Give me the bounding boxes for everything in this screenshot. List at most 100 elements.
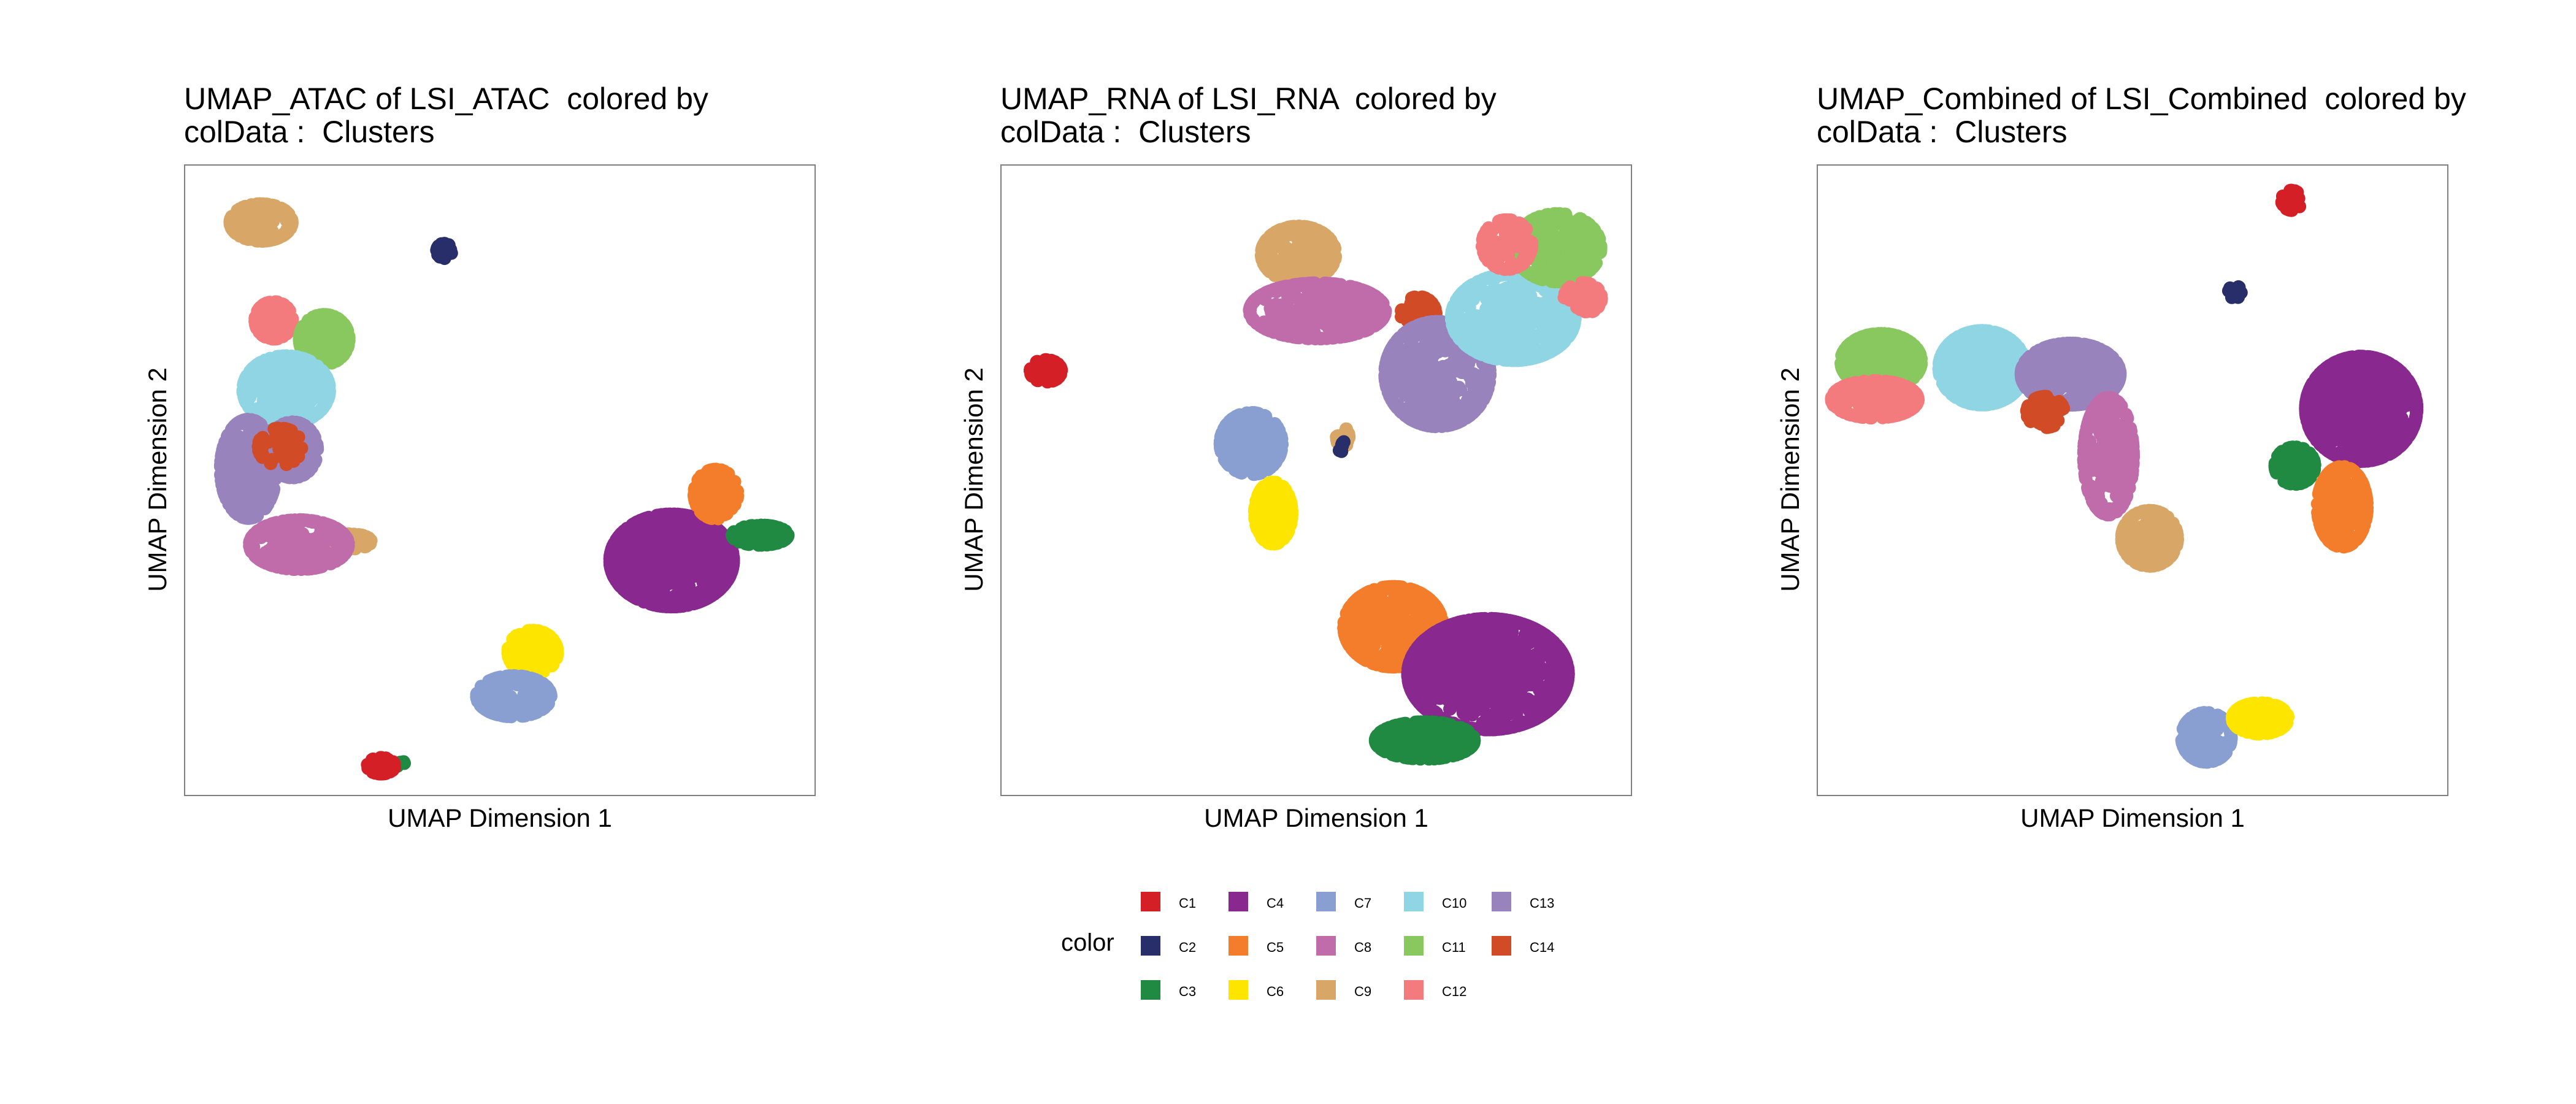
point: [658, 577, 672, 591]
point: [1308, 242, 1322, 256]
point: [275, 434, 289, 448]
point: [1420, 329, 1435, 343]
point: [1424, 357, 1438, 371]
point: [243, 228, 257, 242]
point: [739, 537, 753, 551]
point: [250, 316, 264, 330]
point: [1273, 327, 1287, 341]
point: [1481, 378, 1494, 392]
point: [1473, 331, 1487, 345]
point: [1462, 340, 1476, 354]
point: [1465, 376, 1479, 390]
point: [1243, 302, 1257, 316]
point: [1493, 293, 1508, 307]
cluster-c1: [1024, 353, 1068, 389]
point: [319, 396, 333, 410]
point: [1314, 225, 1328, 239]
point: [656, 531, 670, 545]
point: [1460, 394, 1474, 407]
point: [309, 453, 323, 467]
point: [667, 561, 681, 575]
cluster-c8: [1243, 276, 1392, 346]
point: [359, 539, 373, 553]
point: [1378, 370, 1392, 385]
plot-area-atac: [184, 164, 816, 796]
point: [1301, 261, 1316, 275]
point: [245, 208, 259, 222]
point: [719, 475, 734, 488]
cluster-c4: [603, 507, 740, 614]
point: [309, 435, 323, 449]
point: [271, 372, 285, 386]
point: [610, 532, 624, 546]
point: [700, 526, 714, 540]
cluster-c7: [470, 669, 558, 724]
point: [1431, 345, 1445, 359]
point: [278, 422, 292, 435]
point: [245, 531, 259, 545]
point: [683, 596, 697, 610]
point: [530, 702, 544, 716]
point: [1339, 422, 1353, 436]
point: [337, 535, 351, 550]
point: [540, 680, 554, 694]
point: [1354, 293, 1368, 307]
point: [368, 766, 382, 780]
point: [1278, 315, 1292, 329]
point: [1280, 297, 1294, 311]
point: [1447, 399, 1461, 413]
point: [664, 539, 678, 553]
point: [1454, 383, 1468, 397]
point: [220, 491, 233, 505]
point: [1495, 328, 1509, 342]
point: [484, 701, 498, 715]
point: [648, 542, 662, 556]
point: [635, 531, 650, 545]
point: [441, 242, 455, 255]
point: [1528, 350, 1543, 364]
point: [734, 522, 748, 535]
point: [317, 320, 331, 334]
point: [230, 416, 244, 431]
point: [1587, 258, 1601, 272]
point: [1507, 353, 1520, 367]
point: [656, 516, 670, 531]
point: [1489, 351, 1503, 366]
point: [1307, 312, 1321, 326]
cluster-c5: [688, 462, 745, 526]
point: [524, 672, 538, 685]
panel-title-atac: UMAP_ATAC of LSI_ATAC colored by colData…: [184, 82, 708, 149]
point: [281, 554, 295, 568]
point: [337, 348, 350, 362]
point: [1285, 329, 1299, 343]
point: [284, 513, 298, 527]
point: [1447, 322, 1461, 336]
point: [745, 519, 759, 533]
point: [307, 532, 321, 546]
point: [242, 511, 256, 525]
point: [509, 701, 523, 715]
point: [673, 599, 687, 613]
point: [1533, 307, 1547, 321]
point: [700, 546, 714, 561]
cluster-c13: [1378, 315, 1497, 434]
point: [667, 519, 681, 534]
point: [256, 469, 270, 483]
cluster-c1: [361, 751, 401, 781]
point: [1483, 367, 1497, 381]
point: [332, 324, 346, 338]
point: [248, 487, 262, 501]
point: [713, 546, 727, 560]
point: [700, 583, 715, 596]
point: [1403, 400, 1417, 414]
point: [301, 313, 315, 328]
point: [1427, 381, 1441, 395]
point: [326, 338, 339, 352]
point: [264, 359, 278, 374]
point: [240, 476, 254, 490]
point: [1425, 315, 1439, 329]
point: [1546, 343, 1560, 357]
point: [295, 383, 309, 397]
point: [699, 566, 713, 580]
point: [291, 450, 305, 464]
